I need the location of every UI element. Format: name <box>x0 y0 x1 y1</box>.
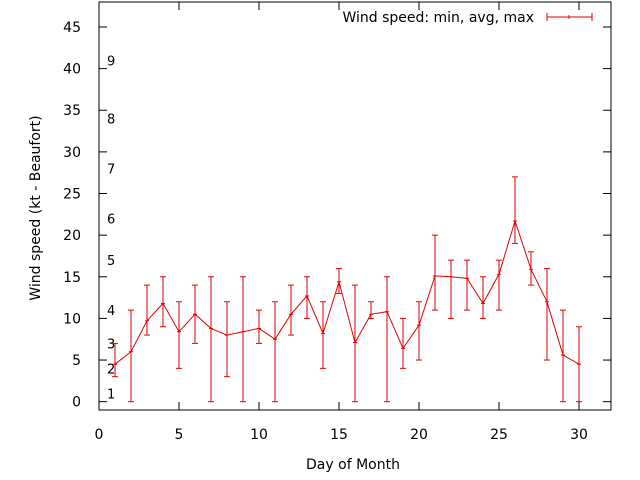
y-tick-label: 45 <box>63 20 81 36</box>
x-tick-label: 20 <box>410 427 428 443</box>
x-tick-label: 0 <box>95 427 104 443</box>
y-tick-labels: 0 5 10 15 20 25 30 35 40 45 <box>63 20 81 411</box>
y-axis-label: Wind speed (kt - Beaufort) <box>28 115 44 300</box>
beaufort-label: 3 <box>107 337 115 352</box>
y-tick-label: 30 <box>63 145 81 161</box>
y-tick-label: 10 <box>63 311 81 327</box>
beaufort-label: 8 <box>107 113 115 128</box>
beaufort-label: 5 <box>107 254 115 269</box>
beaufort-label: 2 <box>107 362 115 377</box>
legend: Wind speed: min, avg, max <box>342 10 593 26</box>
x-axis-label: Day of Month <box>306 457 400 473</box>
x-tick-label: 15 <box>330 427 348 443</box>
y-tick-label: 20 <box>63 228 81 244</box>
axis-ticks <box>98 2 611 410</box>
beaufort-label: 6 <box>107 212 115 227</box>
beaufort-labels: 1 2 3 4 5 6 7 8 9 <box>107 54 115 402</box>
series-line-wind-speed <box>114 219 580 365</box>
beaufort-label: 4 <box>107 304 115 319</box>
x-tick-label: 10 <box>250 427 268 443</box>
y-tick-label: 25 <box>63 187 81 203</box>
beaufort-label: 7 <box>107 163 115 178</box>
error-bars <box>112 176 582 403</box>
plot-frame <box>98 1 612 411</box>
x-tick-label: 25 <box>490 427 508 443</box>
beaufort-label: 9 <box>107 54 115 69</box>
y-tick-label: 35 <box>63 103 81 119</box>
y-tick-label: 15 <box>63 270 81 286</box>
x-tick-label: 5 <box>175 427 184 443</box>
x-tick-label: 30 <box>570 427 588 443</box>
x-tick-labels: 0 5 10 15 20 25 30 <box>95 427 588 443</box>
legend-label: Wind speed: min, avg, max <box>342 10 534 26</box>
y-tick-label: 40 <box>63 62 81 78</box>
y-tick-label: 5 <box>72 353 81 369</box>
y-tick-label: 0 <box>72 395 81 411</box>
beaufort-label: 1 <box>107 387 115 402</box>
